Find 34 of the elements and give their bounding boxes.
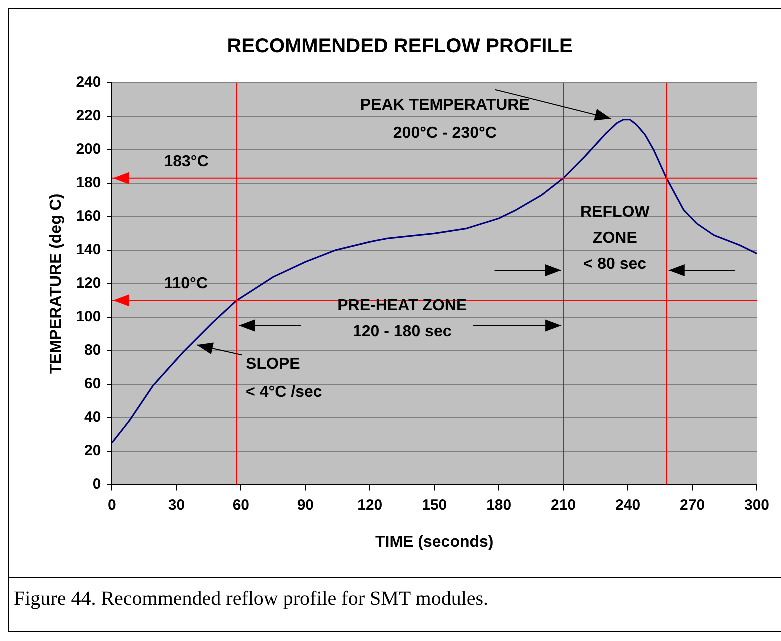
caption: Figure 44. Recommended reflow profile for SMT modules.	[8, 578, 781, 632]
x-tick-label: 90	[297, 496, 314, 514]
y-tick-label: 100	[76, 308, 102, 326]
x-tick-label: 270	[680, 496, 706, 514]
y-tick-label: 160	[76, 208, 102, 226]
y-axis-title: TEMPERATURE (deg C)	[48, 194, 66, 374]
x-tick-label: 300	[744, 496, 770, 514]
x-tick-label: 240	[616, 496, 641, 514]
x-tick-label: 30	[168, 496, 186, 514]
annotation: PEAK TEMPERATURE 200°C - 230°C	[360, 96, 530, 142]
annotation: REFLOW ZONE < 80 sec	[580, 204, 651, 273]
x-tick-label: 180	[486, 496, 512, 514]
annotation: PRE-HEAT ZONE 120 - 180 sec	[338, 298, 468, 341]
y-tick-label: 80	[84, 342, 102, 360]
x-tick-label: 0	[108, 496, 116, 514]
x-tick-label: 210	[551, 496, 576, 514]
y-tick-label: 220	[76, 108, 102, 125]
ref-line-label: 183°C	[164, 153, 210, 170]
y-tick-label: 200	[76, 141, 102, 158]
chart-title: RECOMMENDED REFLOW PROFILE	[227, 36, 573, 58]
y-tick-label: 180	[76, 174, 102, 192]
y-tick-label: 140	[76, 242, 102, 259]
ref-line-label: 110°C	[164, 276, 208, 293]
y-tick-label: 20	[84, 442, 102, 460]
y-tick-label: 240	[76, 74, 102, 92]
x-tick-label: 60	[232, 496, 250, 514]
y-tick-label: 60	[84, 375, 102, 392]
y-tick-label: 0	[92, 476, 102, 493]
x-axis-title: TIME (seconds)	[375, 534, 494, 551]
x-tick-label: 150	[422, 496, 448, 514]
x-tick-label: 120	[358, 496, 383, 514]
y-tick-label: 120	[76, 275, 102, 292]
y-tick-label: 40	[84, 408, 102, 426]
annotation: SLOPE < 4°C /sec	[246, 356, 322, 402]
